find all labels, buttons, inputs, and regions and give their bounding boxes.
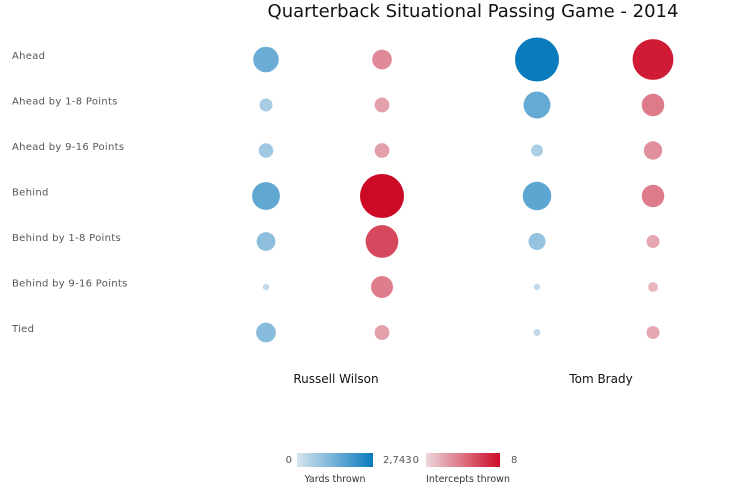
bubble-intercepts	[360, 174, 404, 218]
bubble-yards	[256, 322, 276, 343]
row-label: Behind by 1-8 Points	[12, 233, 121, 244]
bubble-yards	[515, 37, 559, 82]
bubble-intercepts	[374, 325, 390, 340]
player-label: Tom Brady	[568, 372, 632, 386]
legend-ints-max: 8	[511, 455, 517, 466]
bubble-intercepts	[374, 143, 390, 158]
row-label: Ahead	[12, 51, 45, 62]
bubble-yards	[528, 232, 546, 251]
bubble-yards	[252, 182, 280, 210]
bubble-yards	[522, 181, 552, 211]
legend: 0 2,743 0 8 Yards thrown Intercepts thro…	[286, 453, 517, 485]
legend-yards-gradient	[297, 453, 373, 467]
bubble-yards	[533, 328, 541, 337]
bubble-yards	[523, 91, 551, 119]
bubble-yards	[256, 232, 276, 251]
bubble-intercepts	[646, 234, 660, 249]
chart-title: Quarterback Situational Passing Game - 2…	[268, 1, 679, 22]
bubble-intercepts	[374, 97, 390, 113]
legend-intercepts-gradient	[426, 453, 500, 467]
row-label: Behind	[12, 188, 49, 199]
bubble-intercepts	[371, 276, 393, 298]
bubble-intercepts	[641, 93, 665, 117]
row-label: Behind by 9-16 Points	[12, 279, 128, 290]
bubble-intercepts	[365, 225, 399, 258]
bubble-intercepts	[648, 282, 658, 292]
bubble-intercepts	[632, 39, 674, 80]
player-labels: Russell Wilson Tom Brady	[293, 372, 632, 386]
bubble-intercepts	[372, 49, 392, 70]
bubble-intercepts	[646, 325, 660, 340]
legend-intercepts-label: Intercepts thrown	[426, 474, 510, 485]
bubble-yards	[253, 46, 279, 73]
bubble-intercepts	[641, 184, 665, 208]
bubble-yards	[531, 144, 543, 157]
legend-yards-min: 0	[286, 455, 292, 466]
row-labels: Ahead Ahead by 1-8 Points Ahead by 9-16 Po…	[11, 51, 128, 335]
bubble-yards	[258, 143, 274, 158]
bubble-intercepts	[643, 141, 663, 160]
legend-ints-min: 0	[413, 455, 419, 466]
row-label: Ahead by 1-8 Points	[12, 97, 118, 108]
legend-yards-max: 2,743	[383, 455, 412, 466]
bubbles	[252, 37, 674, 343]
player-label: Russell Wilson	[293, 372, 378, 386]
bubble-yards	[259, 98, 273, 112]
row-label: Tied	[11, 324, 34, 335]
legend-yards-label: Yards thrown	[303, 474, 365, 485]
row-label: Ahead by 9-16 Points	[12, 142, 124, 153]
bubble-yards	[533, 283, 541, 291]
bubble-yards	[262, 283, 270, 291]
